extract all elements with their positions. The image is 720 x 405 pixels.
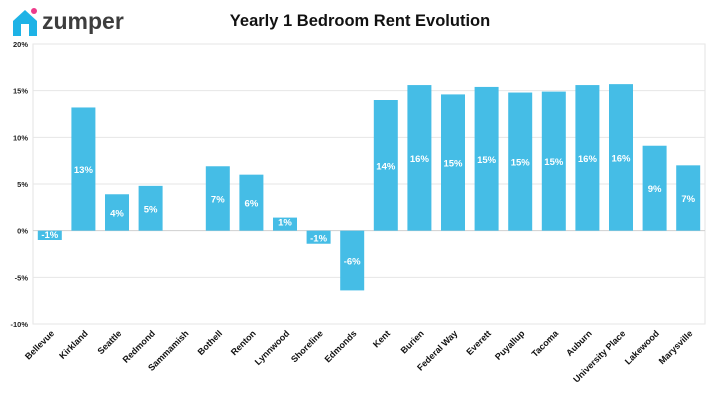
x-tick-label: Bellevue — [23, 328, 56, 361]
x-tick-label: Auburn — [564, 328, 594, 358]
data-label: 15% — [544, 157, 564, 168]
data-label: 15% — [443, 159, 463, 170]
bar-lakewood — [642, 145, 667, 231]
bar-bothell — [205, 166, 230, 231]
x-tick-label: Burien — [399, 328, 426, 355]
data-label: 7% — [681, 194, 695, 205]
data-label: 14% — [376, 161, 396, 172]
x-tick-label: Edmonds — [323, 328, 359, 364]
data-label: 7% — [211, 194, 225, 205]
x-tick-label: Renton — [229, 328, 258, 357]
bar-kent — [373, 100, 398, 231]
y-tick-label: 0% — [17, 227, 28, 236]
y-tick-label: -5% — [15, 273, 29, 282]
x-tick-label: Lynnwood — [253, 328, 292, 367]
bar-bellevue — [37, 230, 62, 240]
x-tick-label: Marysville — [657, 328, 695, 366]
bar-lynnwood — [273, 217, 297, 231]
bar-tacoma — [541, 91, 566, 231]
x-tick-label: Kirkland — [57, 328, 90, 361]
chart-title: Yearly 1 Bedroom Rent Evolution — [229, 12, 491, 30]
y-tick-label: 15% — [13, 87, 28, 96]
bar-marysville — [676, 165, 701, 231]
data-label: 4% — [110, 208, 124, 219]
data-label: 13% — [74, 165, 94, 176]
data-label: 16% — [611, 153, 631, 164]
bar-federal-way — [441, 94, 465, 231]
bar-kirkland — [71, 107, 96, 231]
house-icon — [13, 8, 37, 36]
brand-name: zumper — [42, 8, 124, 34]
x-tick-label: Tacoma — [530, 328, 561, 359]
x-tick-label: Kent — [371, 328, 392, 349]
bar-shoreline — [306, 230, 331, 244]
x-tick-label: Seattle — [95, 328, 123, 356]
bar-redmond — [138, 185, 163, 231]
y-tick-label: 20% — [13, 40, 28, 49]
y-tick-label: -10% — [10, 320, 28, 329]
data-label: 5% — [144, 204, 158, 215]
bar-university-place — [609, 84, 633, 231]
data-label: 9% — [648, 184, 662, 195]
bar-puyallup — [508, 92, 533, 231]
bar-burien — [407, 85, 432, 231]
data-label: 15% — [477, 155, 497, 166]
bar-edmonds — [340, 230, 365, 291]
data-label: -1% — [41, 230, 58, 241]
data-label: -1% — [310, 234, 327, 245]
y-tick-label: 10% — [13, 133, 28, 142]
bar-everett — [474, 86, 499, 231]
bar-seattle — [105, 194, 129, 231]
data-label: -6% — [344, 257, 361, 268]
zumper-logo: zumper — [10, 6, 130, 38]
data-label: 15% — [511, 158, 531, 169]
data-label: 16% — [410, 154, 430, 165]
bar-renton — [239, 174, 264, 231]
x-tick-label: Bothell — [196, 328, 225, 357]
bar-auburn — [575, 85, 600, 231]
x-tick-label: Puyallup — [493, 328, 527, 362]
x-tick-label: Lakewood — [623, 328, 661, 366]
x-tick-label: Everett — [464, 328, 493, 357]
data-label: 16% — [578, 154, 598, 165]
data-label: 1% — [278, 218, 292, 229]
x-tick-label: Shoreline — [289, 328, 325, 364]
data-label: 6% — [245, 199, 259, 210]
y-tick-label: 5% — [17, 180, 28, 189]
